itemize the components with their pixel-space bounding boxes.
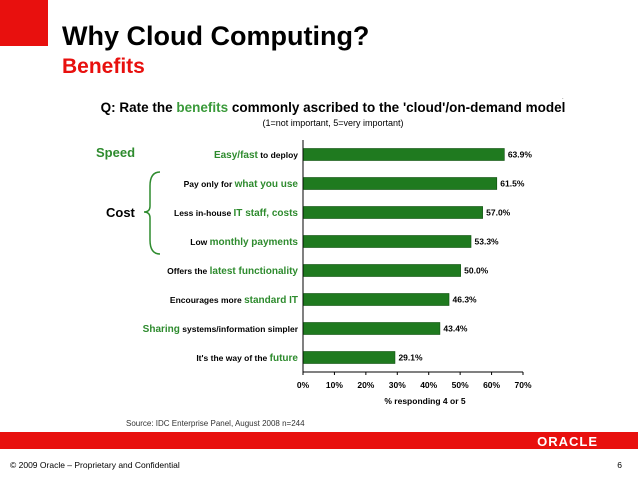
group-label-cost: Cost (106, 205, 135, 220)
oracle-logo: ORACLE (537, 434, 598, 449)
category-label-segment: Encourages more (170, 295, 244, 305)
x-tick-label: 30% (389, 380, 406, 390)
category-label-segment: monthly payments (210, 237, 299, 248)
cost-bracket (143, 171, 161, 255)
data-label: 63.9% (508, 150, 533, 160)
question-prefix: Q: Rate the (100, 100, 177, 115)
category-label-segment: latest functionality (210, 266, 299, 277)
x-tick-label: 60% (483, 380, 500, 390)
data-label: 29.1% (398, 353, 423, 363)
scale-note: (1=not important, 5=very important) (262, 118, 404, 128)
bar (303, 264, 461, 277)
chart-question: Q: Rate the benefits commonly ascribed t… (0, 100, 638, 115)
data-label: 43.4% (443, 324, 468, 334)
footer-red-bar (0, 432, 638, 449)
x-tick-label: 0% (297, 380, 310, 390)
category-label-segment: Low (190, 237, 209, 247)
x-tick-label: 40% (420, 380, 437, 390)
category-label-segment: Less in-house (174, 208, 234, 218)
category-label-segment: Sharing (143, 324, 180, 335)
category-label-segment: systems/information simpler (180, 324, 299, 334)
category-label-segment: Offers the (167, 266, 210, 276)
category-label-segment: Easy/fast (214, 150, 259, 161)
copyright-footer: © 2009 Oracle – Proprietary and Confiden… (10, 460, 180, 470)
bar (303, 351, 396, 364)
category-label: It's the way of the future (196, 353, 298, 364)
category-label: Pay only for what you use (184, 179, 299, 190)
category-label-segment: IT staff, costs (234, 208, 299, 219)
bar (303, 293, 450, 306)
category-label-segment: It's the way of the (196, 353, 269, 363)
category-label-segment: standard IT (244, 295, 298, 306)
group-label-speed: Speed (96, 145, 136, 160)
category-label-segment: future (270, 353, 299, 364)
x-tick-label: 10% (326, 380, 343, 390)
bar (303, 206, 483, 219)
data-label: 61.5% (500, 179, 525, 189)
data-label: 53.3% (475, 237, 500, 247)
x-tick-label: 50% (452, 380, 469, 390)
bar (303, 177, 498, 190)
category-label: Sharing systems/information simpler (143, 324, 299, 335)
category-label: Less in-house IT staff, costs (174, 208, 298, 219)
page-subtitle: Benefits (62, 55, 145, 78)
category-label: Low monthly payments (190, 237, 298, 248)
page-number: 6 (617, 460, 622, 470)
data-label: 57.0% (486, 208, 511, 218)
category-label: Encourages more standard IT (170, 295, 298, 306)
category-label: Easy/fast to deploy (214, 150, 298, 161)
bar (303, 235, 472, 248)
bar (303, 322, 441, 335)
source-note: Source: IDC Enterprise Panel, August 200… (126, 419, 305, 428)
category-label-segment: Pay only for (184, 179, 235, 189)
category-label: Offers the latest functionality (167, 266, 298, 277)
question-suffix: commonly ascribed to the 'cloud'/on-dema… (228, 100, 566, 115)
data-label: 50.0% (464, 266, 489, 276)
brand-red-corner (0, 0, 48, 46)
bar (303, 148, 505, 161)
x-axis-title: % responding 4 or 5 (384, 396, 466, 406)
category-label-segment: to deploy (258, 150, 298, 160)
category-label-segment: what you use (234, 179, 299, 190)
x-tick-label: 20% (357, 380, 374, 390)
page-title: Why Cloud Computing? (62, 21, 370, 51)
decorative-dot: . (562, 95, 564, 101)
data-label: 46.3% (453, 295, 478, 305)
question-highlight: benefits (176, 100, 229, 115)
x-tick-label: 70% (514, 380, 531, 390)
